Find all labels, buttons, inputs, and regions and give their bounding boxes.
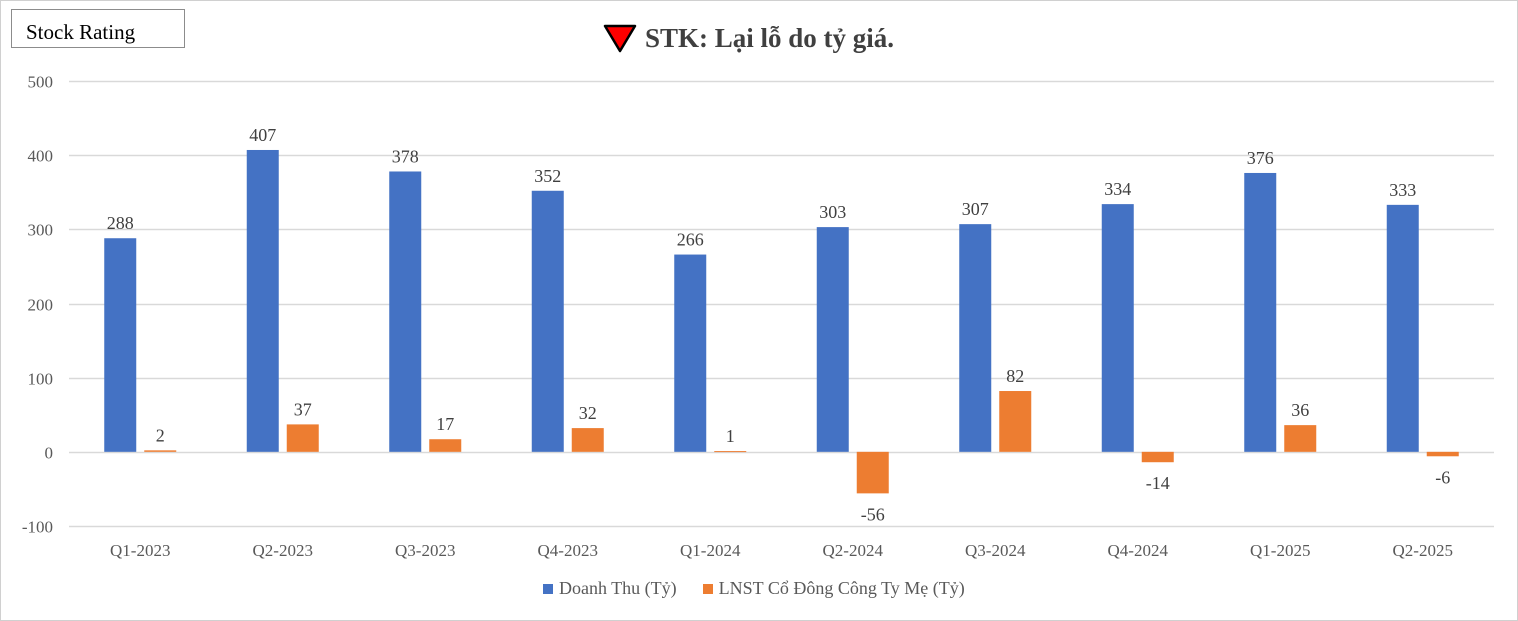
legend-label-profit: LNST Cổ Đông Công Ty Mẹ (Tỷ) [718,578,965,598]
x-tick-label: Q2-2025 [1393,541,1453,560]
legend-swatch-revenue [543,583,553,594]
data-label-revenue: 266 [677,230,704,250]
data-label-profit: -14 [1146,473,1170,493]
data-label-revenue: 334 [1104,179,1131,199]
x-tick-label: Q2-2023 [253,541,313,560]
x-tick-label: Q4-2023 [538,541,598,560]
legend-label-revenue: Doanh Thu (Tỷ) [559,578,677,598]
data-label-profit: -56 [861,504,885,524]
bar-revenue [1386,204,1419,452]
legend-item-profit: LNST Cổ Đông Công Ty Mẹ (Tỷ) [702,578,965,599]
data-label-revenue: 378 [392,146,419,166]
data-label-profit: 17 [436,414,454,434]
y-tick-label: 300 [28,221,54,240]
red-down-triangle-icon [603,24,637,53]
x-tick-label: Q1-2025 [1250,541,1310,560]
bar-profit [856,451,889,494]
legend-item-revenue: Doanh Thu (Tỷ) [543,578,677,599]
bar-profit [286,424,319,452]
stock-rating-label: Stock Rating [26,20,136,44]
x-tick-label: Q1-2023 [110,541,170,560]
y-tick-label: 500 [28,73,54,92]
x-tick-label: Q3-2024 [965,541,1026,560]
bar-revenue [1101,204,1134,452]
bar-profit [1141,451,1174,463]
y-tick-label: 400 [28,147,54,166]
data-label-revenue: 303 [819,202,846,222]
bar-revenue [816,227,849,452]
data-label-revenue: 288 [107,213,134,233]
data-label-profit: 82 [1006,366,1024,386]
data-label-profit: 37 [294,399,312,419]
data-label-revenue: 307 [962,199,989,219]
chart-title-row: STK: Lại lỗ do tỷ giá. [603,20,894,56]
data-label-profit: 2 [156,425,165,445]
bar-revenue [1244,172,1277,452]
stock-rating-badge: Stock Rating [11,9,185,48]
bar-profit [571,428,604,452]
y-tick-label: -100 [22,518,53,537]
bar-revenue [531,190,564,452]
x-tick-label: Q2-2024 [823,541,884,560]
bar-revenue [959,224,992,452]
bar-revenue [389,171,422,452]
data-label-revenue: 352 [534,166,561,186]
legend-swatch-profit [702,583,713,594]
chart-legend: Doanh Thu (Tỷ) LNST Cổ Đông Công Ty Mẹ (… [543,578,991,599]
data-label-profit: 36 [1291,400,1309,420]
bar-revenue [674,254,707,452]
y-tick-label: 200 [28,296,54,315]
data-label-revenue: 376 [1247,148,1274,168]
x-tick-label: Q1-2024 [680,541,741,560]
data-label-revenue: 333 [1389,180,1416,200]
y-tick-label: 100 [28,370,54,389]
y-tick-label: 0 [45,444,54,463]
x-tick-label: Q4-2024 [1108,541,1169,560]
bar-profit [999,391,1032,452]
data-label-profit: -6 [1435,467,1450,487]
bar-profit [1284,425,1317,452]
data-label-profit: 32 [579,403,597,423]
data-label-revenue: 407 [249,125,276,145]
bar-revenue [104,238,137,452]
bar-profit [714,451,747,453]
x-tick-label: Q3-2023 [395,541,455,560]
data-label-profit: 1 [726,426,735,446]
bar-profit [144,450,177,452]
bar-revenue [246,149,279,452]
chart-title: STK: Lại lỗ do tỷ giá. [645,22,895,53]
bar-profit [429,439,462,452]
bar-profit [1426,451,1459,457]
